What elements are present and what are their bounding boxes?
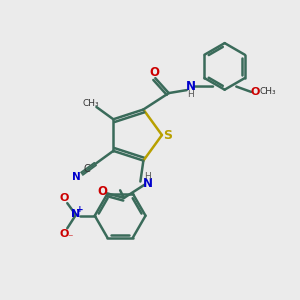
Text: CH₃: CH₃ <box>259 87 276 96</box>
Text: N: N <box>71 209 80 219</box>
Text: N: N <box>72 172 80 182</box>
Text: O: O <box>60 193 69 203</box>
Text: N: N <box>186 80 196 93</box>
Text: C: C <box>84 164 90 174</box>
Text: +: + <box>76 205 84 214</box>
Text: O: O <box>150 66 160 79</box>
Text: H: H <box>188 90 194 99</box>
Text: O: O <box>97 185 107 199</box>
Text: N: N <box>143 176 153 190</box>
Text: S: S <box>163 129 172 142</box>
Text: O: O <box>60 229 69 239</box>
Text: O: O <box>250 87 260 97</box>
Text: H: H <box>145 172 151 181</box>
Text: ⁻: ⁻ <box>67 233 72 243</box>
Text: CH₃: CH₃ <box>83 99 99 108</box>
